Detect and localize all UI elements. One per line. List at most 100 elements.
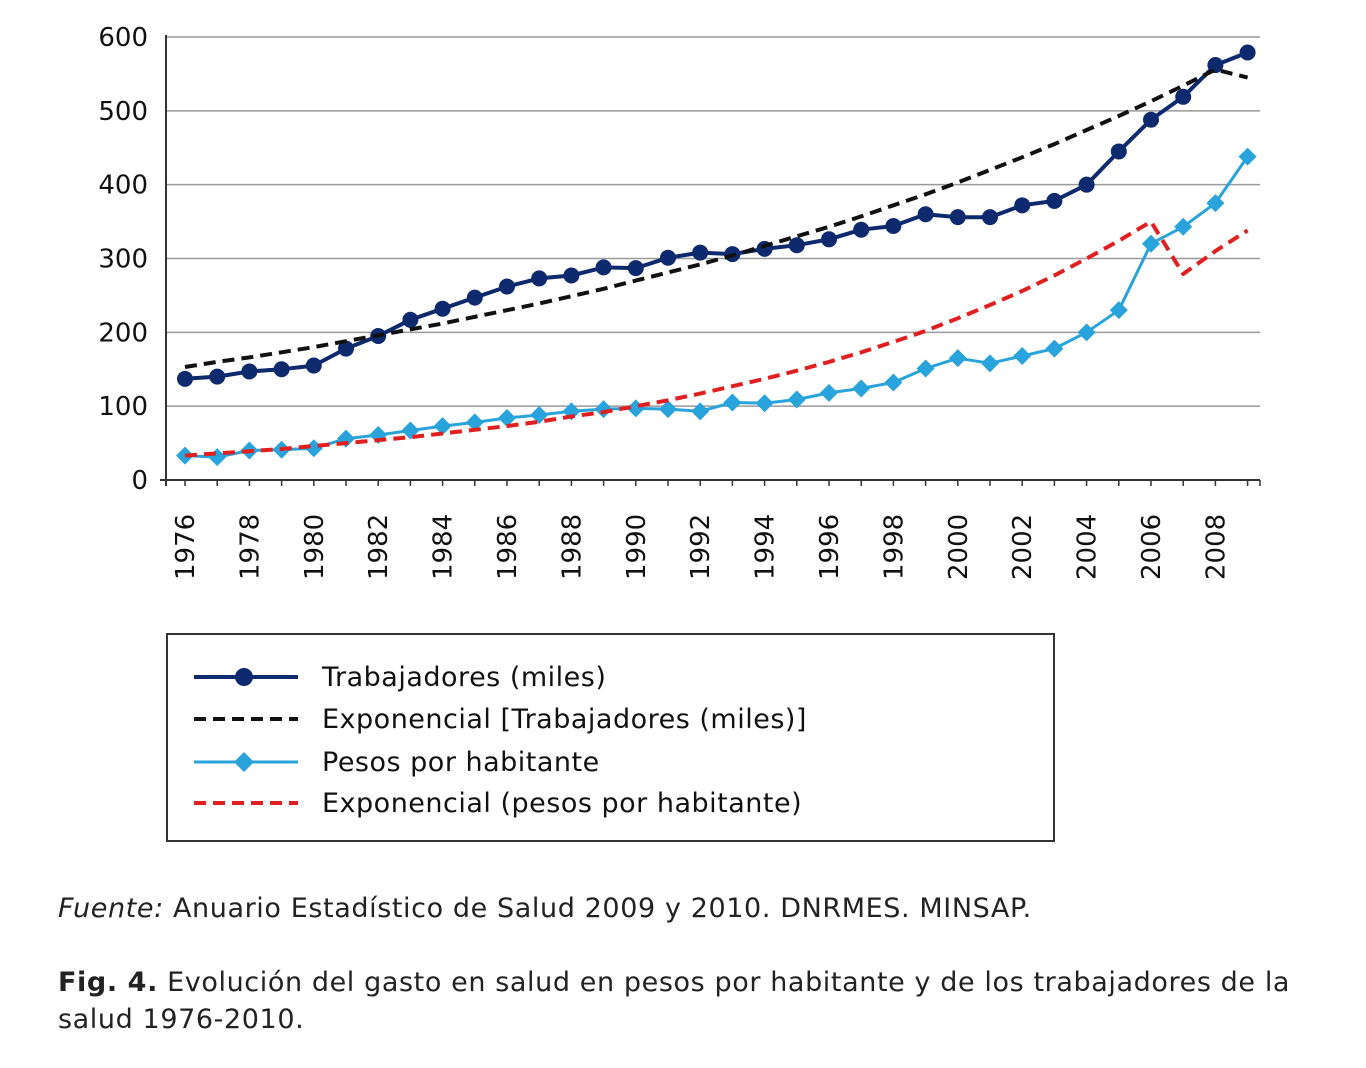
- series-line: [184, 155, 1249, 459]
- x-tick-label: 2000: [944, 514, 974, 580]
- series-2: [176, 147, 1257, 467]
- y-tick-label: 400: [98, 171, 148, 201]
- data-point: [1045, 339, 1064, 358]
- data-point: [1175, 88, 1192, 105]
- legend-label-exp-pesos: Exponencial (pesos por habitante): [322, 787, 803, 819]
- x-tick-label: 1992: [686, 514, 716, 580]
- data-point: [273, 361, 290, 378]
- series-line: [184, 219, 1249, 458]
- data-point: [465, 413, 484, 432]
- data-point: [176, 446, 194, 465]
- series-line: [184, 50, 1249, 381]
- x-tick-label: 2008: [1201, 514, 1231, 580]
- data-point: [563, 267, 580, 284]
- data-point: [177, 370, 193, 387]
- data-point: [594, 400, 613, 419]
- data-point: [595, 259, 612, 276]
- legend-item-exp-pesos: Exponencial (pesos por habitante): [192, 783, 802, 823]
- y-tick-label: 600: [98, 23, 148, 53]
- x-tick-label: 1986: [493, 514, 523, 580]
- data-point: [1077, 323, 1096, 342]
- data-point: [531, 270, 548, 287]
- data-point: [433, 417, 452, 436]
- x-tick-label: 1996: [815, 514, 845, 580]
- data-point: [981, 354, 999, 373]
- data-point: [402, 311, 419, 328]
- data-point: [755, 394, 774, 413]
- caption-text: Evolución del gasto en salud en pesos po…: [58, 967, 1291, 1035]
- data-point: [916, 359, 935, 378]
- data-point: [1078, 176, 1095, 193]
- legend-swatch-exp-trabajadores: [194, 717, 298, 721]
- series-3: [184, 219, 1249, 458]
- data-point: [1143, 111, 1159, 128]
- data-point: [1238, 147, 1257, 166]
- data-point: [659, 400, 677, 419]
- series-1: [184, 67, 1249, 369]
- x-tick-label: 1998: [879, 514, 909, 580]
- source-label: Fuente:: [58, 893, 164, 924]
- gridlines: [166, 36, 1260, 407]
- data-point: [787, 390, 806, 409]
- data-point: [788, 237, 805, 254]
- data-point: [209, 368, 226, 385]
- source-note: Fuente: Anuario Estadístico de Salud 200…: [58, 893, 1032, 924]
- y-tick-label: 100: [98, 392, 148, 422]
- data-point: [723, 393, 742, 412]
- data-point: [982, 209, 998, 226]
- axes: 0 100 200 300 400 500 600 1976 1978 1980 1982 1984 1…: [98, 23, 1261, 580]
- data-point: [692, 244, 709, 261]
- data-point: [1239, 44, 1256, 61]
- data-point: [1014, 197, 1031, 214]
- data-point: [853, 221, 870, 238]
- data-point: [1207, 57, 1224, 74]
- data-point: [821, 231, 837, 248]
- data-point: [305, 357, 322, 374]
- data-point: [1174, 217, 1193, 236]
- x-tick-label: 1988: [557, 514, 587, 580]
- legend-label-exp-trabajadores: Exponencial [Trabajadores (miles)]: [322, 703, 807, 735]
- x-tick-label: 1994: [751, 514, 781, 580]
- legend-swatch-trabajadores: [194, 668, 298, 686]
- data-point: [498, 408, 516, 427]
- legend-swatch-exp-pesos: [194, 801, 298, 805]
- data-point: [530, 406, 549, 425]
- legend-label-pesos: Pesos por habitante: [322, 746, 600, 778]
- data-point: [241, 363, 258, 380]
- data-point: [208, 448, 227, 467]
- y-tick-label: 200: [98, 318, 148, 348]
- data-point: [948, 349, 967, 368]
- series-0: [177, 44, 1256, 387]
- legend-item-pesos: Pesos por habitante: [192, 742, 600, 782]
- data-point: [884, 373, 903, 392]
- x-tick-label: 2006: [1137, 514, 1167, 580]
- data-point: [852, 379, 871, 398]
- legend-item-trabajadores: Trabajadores (miles): [192, 657, 606, 697]
- x-tick-label: 1980: [300, 514, 330, 580]
- x-tick-label: 1982: [364, 514, 394, 580]
- data-point: [917, 206, 934, 223]
- y-tick-label: 300: [98, 245, 148, 275]
- data-point: [434, 300, 451, 317]
- data-point: [1109, 301, 1128, 320]
- data-point: [466, 289, 483, 306]
- x-tick-label: 1990: [622, 514, 652, 580]
- x-tick-label: 2004: [1073, 514, 1103, 580]
- data-point: [338, 340, 354, 357]
- data-point: [1142, 234, 1160, 253]
- data-point: [1110, 143, 1127, 160]
- series-group: [176, 44, 1257, 467]
- legend-swatch-pesos: [194, 752, 298, 772]
- data-point: [1013, 346, 1032, 365]
- data-point: [949, 209, 966, 226]
- y-tick-label: 500: [98, 97, 148, 127]
- line-chart: 0 100 200 300 400 500 600 1976 1978 1980 1982 1984 1…: [98, 23, 1261, 580]
- data-point: [1206, 194, 1225, 213]
- y-tick-label: 0: [131, 466, 148, 496]
- data-point: [1046, 192, 1063, 209]
- series-line: [184, 67, 1249, 369]
- caption-label: Fig. 4.: [58, 967, 158, 998]
- x-tick-label: 1976: [171, 514, 201, 580]
- x-tick-label: 1984: [429, 514, 459, 580]
- figure-caption: Fig. 4. Evolución del gasto en salud en …: [58, 964, 1348, 1038]
